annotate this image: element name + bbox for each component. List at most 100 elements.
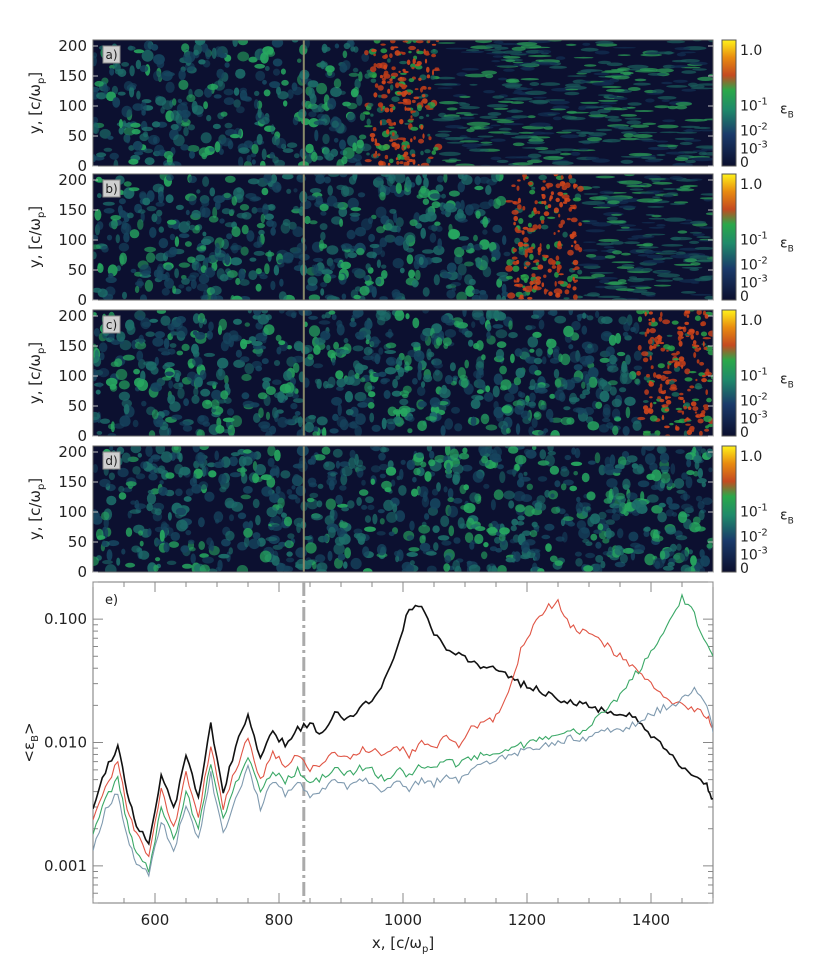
heatmap-blob xyxy=(106,549,113,561)
heatmap-blob xyxy=(323,147,331,160)
heatmap-blob xyxy=(277,259,285,264)
heatmap-blob xyxy=(222,417,235,423)
heatmap-blob xyxy=(585,541,593,546)
heatmap-hot-spot xyxy=(649,402,653,409)
heatmap-blob xyxy=(151,409,159,420)
heatmap-blob xyxy=(496,120,515,124)
heatmap-blob xyxy=(352,310,364,318)
heatmap-hot-spot xyxy=(413,96,420,100)
heatmap-blob xyxy=(696,310,702,315)
heatmap-blob xyxy=(319,203,329,212)
heatmap-blob xyxy=(364,125,373,128)
heatmap-blob xyxy=(99,352,105,361)
heatmap-blob xyxy=(529,392,536,403)
heatmap-blob xyxy=(270,174,278,184)
heatmap-blob xyxy=(103,208,115,214)
heatmap-blob xyxy=(183,51,196,63)
heatmap-blob xyxy=(261,116,270,125)
heatmap-blob xyxy=(331,314,337,321)
heatmap-hot-spot xyxy=(532,224,539,231)
heatmap-blob xyxy=(541,534,551,540)
heatmap-hot-spot xyxy=(695,378,698,382)
heatmap-blob xyxy=(274,159,286,166)
heatmap-blob xyxy=(415,40,424,44)
heatmap-hot-spot xyxy=(557,240,562,247)
heatmap-blob xyxy=(384,367,397,375)
heatmap-hot-spot xyxy=(648,311,653,315)
heatmap-blob xyxy=(699,549,705,558)
heatmap-hot-spot xyxy=(413,136,416,140)
heatmap-blob xyxy=(294,411,301,416)
heatmap-blob xyxy=(464,330,473,338)
heatmap-blob xyxy=(706,397,712,403)
heatmap-blob xyxy=(167,394,176,405)
heatmap-blob xyxy=(582,42,591,46)
heatmap-blob xyxy=(196,283,209,292)
heatmap-blob xyxy=(500,379,512,390)
heatmap-blob xyxy=(239,279,250,286)
heatmap-blob xyxy=(301,118,311,126)
heatmap-blob xyxy=(121,62,130,67)
heatmap-blob xyxy=(132,466,141,475)
heatmap-blob xyxy=(264,213,274,221)
heatmap-blob xyxy=(98,368,110,378)
heatmap-blob xyxy=(447,505,459,518)
heatmap-blob xyxy=(277,416,288,428)
heatmap-blob xyxy=(145,446,153,457)
heatmap-blob xyxy=(340,261,352,270)
heatmap-blob xyxy=(433,274,440,286)
heatmap-blob xyxy=(153,136,158,144)
heatmap-blob xyxy=(641,446,646,456)
heatmap-blob xyxy=(239,204,250,211)
heatmap-blob xyxy=(158,191,164,204)
heatmap-blob xyxy=(552,105,570,110)
heatmap-blob xyxy=(357,402,368,408)
heatmap-blob xyxy=(661,244,684,247)
heatmap-hot-spot xyxy=(421,94,426,98)
heatmap-blob xyxy=(567,75,587,77)
heatmap-hot-spot xyxy=(373,153,377,158)
heatmap-blob xyxy=(411,279,419,288)
heatmap-hot-spot xyxy=(424,52,430,56)
heatmap-blob xyxy=(445,319,456,326)
heatmap-blob xyxy=(591,82,612,86)
heatmap-hot-spot xyxy=(370,137,375,142)
heatmap-hot-spot xyxy=(403,151,409,156)
heatmap-blob xyxy=(198,481,209,490)
heatmap-blob xyxy=(444,555,452,564)
heatmap-blob xyxy=(603,498,613,504)
heatmap-blob xyxy=(315,155,324,161)
heatmap-blob xyxy=(399,72,407,75)
y-tick-label: 100 xyxy=(58,503,87,521)
heatmap-blob xyxy=(675,535,688,541)
heatmap-blob xyxy=(461,245,471,251)
heatmap-hot-spot xyxy=(533,279,536,285)
heatmap-blob xyxy=(608,380,618,386)
heatmap-blob xyxy=(582,312,587,319)
heatmap-blob xyxy=(264,66,270,71)
heatmap-hot-spot xyxy=(546,184,550,189)
heatmap-blob xyxy=(251,143,259,155)
heatmap-blob xyxy=(643,530,650,538)
heatmap-blob xyxy=(581,381,586,389)
heatmap-blob xyxy=(595,310,600,318)
heatmap-blob xyxy=(121,220,128,230)
heatmap-blob xyxy=(636,310,645,315)
heatmap-blob xyxy=(430,75,436,80)
heatmap-hot-spot xyxy=(682,399,686,404)
heatmap-blob xyxy=(191,343,199,355)
heatmap-blob xyxy=(673,263,695,266)
heatmap-hot-spot xyxy=(668,360,674,364)
heatmap-blob xyxy=(397,76,407,82)
heatmap-blob xyxy=(213,94,222,99)
heatmap-blob xyxy=(188,224,196,231)
heatmap-blob xyxy=(189,272,200,278)
heatmap-blob xyxy=(670,236,693,241)
heatmap-blob xyxy=(628,531,639,542)
colorbar-tick-exp: -2 xyxy=(758,392,768,403)
y-tick-label: 0.001 xyxy=(44,857,87,875)
heatmap-hot-spot xyxy=(564,182,571,189)
heatmap-blob xyxy=(618,316,628,325)
heatmap-blob xyxy=(365,339,370,345)
heatmap-blob xyxy=(93,411,101,421)
